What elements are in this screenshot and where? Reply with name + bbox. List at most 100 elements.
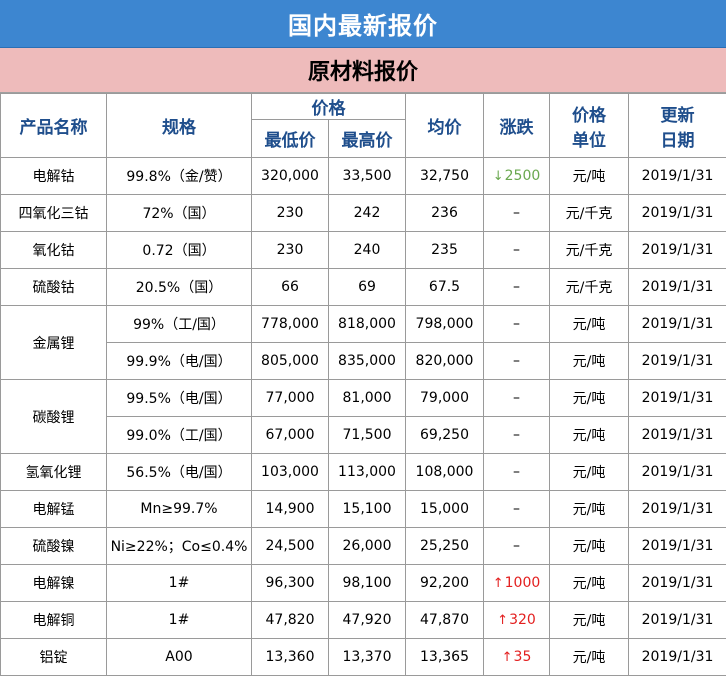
- max-price-cell: 26,000: [328, 527, 406, 565]
- change-cell: –: [483, 527, 550, 565]
- unit-cell: 元/吨: [549, 342, 629, 380]
- min-price-cell: 66: [251, 268, 329, 306]
- change-cell: –: [483, 305, 550, 343]
- table-row: 电解钴 99.8%（金/赞） 320,000 33,500 32,750 ↓2500 元/吨…: [0, 157, 726, 195]
- unit-cell: 元/吨: [549, 453, 629, 491]
- min-price-cell: 96,300: [251, 564, 329, 602]
- date-cell: 2019/1/31: [628, 638, 726, 676]
- change-value: –: [513, 242, 520, 258]
- date-cell: 2019/1/31: [628, 527, 726, 565]
- table-row: 金属锂 99%（工/国） 778,000 818,000 798,000 – 元/吨 2019…: [0, 305, 726, 380]
- spec-cell: 72%（国）: [106, 194, 252, 232]
- table-row: 电解铜 1# 47,820 47,920 47,870 ↑320 元/吨 2019/1/31: [0, 601, 726, 639]
- header-max-price: 最高价: [328, 119, 406, 158]
- avg-price-cell: 820,000: [405, 342, 484, 380]
- date-cell: 2019/1/31: [628, 379, 726, 417]
- product-name-cell: 电解锰: [0, 490, 107, 528]
- date-cell: 2019/1/31: [628, 490, 726, 528]
- min-price-cell: 47,820: [251, 601, 329, 639]
- change-cell: ↑320: [483, 601, 550, 639]
- max-price-cell: 98,100: [328, 564, 406, 602]
- max-price-cell: 33,500: [328, 157, 406, 195]
- date-cell: 2019/1/31: [628, 157, 726, 195]
- product-name-cell: 氢氧化锂: [0, 453, 107, 491]
- unit-cell: 元/吨: [549, 305, 629, 343]
- change-value: –: [513, 538, 520, 554]
- unit-cell: 元/千克: [549, 194, 629, 232]
- change-cell: –: [483, 342, 550, 380]
- change-cell: –: [483, 490, 550, 528]
- min-price-cell: 230: [251, 231, 329, 269]
- spec-cell: 99%（工/国）: [106, 305, 252, 343]
- avg-price-cell: 92,200: [405, 564, 484, 602]
- spec-cell: Mn≥99.7%: [106, 490, 252, 528]
- change-cell: ↓2500: [483, 157, 550, 195]
- date-cell: 2019/1/31: [628, 194, 726, 232]
- max-price-cell: 835,000: [328, 342, 406, 380]
- product-name-cell: 电解镍: [0, 564, 107, 602]
- max-price-cell: 71,500: [328, 416, 406, 454]
- spec-cell: 20.5%（国）: [106, 268, 252, 306]
- min-price-cell: 13,360: [251, 638, 329, 676]
- change-cell: –: [483, 416, 550, 454]
- spec-cell: 1#: [106, 564, 252, 602]
- change-cell: –: [483, 268, 550, 306]
- unit-cell: 元/吨: [549, 379, 629, 417]
- max-price-cell: 15,100: [328, 490, 406, 528]
- unit-cell: 元/吨: [549, 527, 629, 565]
- min-price-cell: 24,500: [251, 527, 329, 565]
- table-row: 铝锭 A00 13,360 13,370 13,365 ↑35 元/吨 2019/1/31: [0, 638, 726, 676]
- change-value: 320: [509, 612, 536, 628]
- avg-price-cell: 13,365: [405, 638, 484, 676]
- change-value: –: [513, 427, 520, 443]
- avg-price-cell: 236: [405, 194, 484, 232]
- spec-cell: 0.72（国）: [106, 231, 252, 269]
- min-price-cell: 77,000: [251, 379, 329, 417]
- change-value: –: [513, 353, 520, 369]
- max-price-cell: 47,920: [328, 601, 406, 639]
- header-min-price: 最低价: [251, 119, 329, 158]
- change-value: –: [513, 464, 520, 480]
- section-title: 原材料报价: [0, 48, 726, 93]
- price-table: 产品名称 规格 价格 均价 涨跌 价格 单位 更新 日期 最低价 最高价 电解钴…: [0, 93, 726, 676]
- header-change: 涨跌: [483, 93, 550, 158]
- change-value: –: [513, 501, 520, 517]
- avg-price-cell: 108,000: [405, 453, 484, 491]
- spec-cell: 56.5%（电/国）: [106, 453, 252, 491]
- product-name-cell: 铝锭: [0, 638, 107, 676]
- min-price-cell: 14,900: [251, 490, 329, 528]
- date-cell: 2019/1/31: [628, 564, 726, 602]
- unit-cell: 元/吨: [549, 638, 629, 676]
- change-value: –: [513, 316, 520, 332]
- product-name-cell: 电解铜: [0, 601, 107, 639]
- avg-price-cell: 798,000: [405, 305, 484, 343]
- date-cell: 2019/1/31: [628, 453, 726, 491]
- max-price-cell: 240: [328, 231, 406, 269]
- table-row: 氧化钴 0.72（国） 230 240 235 – 元/千克 2019/1/31: [0, 231, 726, 269]
- unit-cell: 元/吨: [549, 416, 629, 454]
- change-cell: –: [483, 231, 550, 269]
- max-price-cell: 113,000: [328, 453, 406, 491]
- date-cell: 2019/1/31: [628, 268, 726, 306]
- date-cell: 2019/1/31: [628, 601, 726, 639]
- table-row: 碳酸锂 99.5%（电/国） 77,000 81,000 79,000 – 元/吨 2019/…: [0, 379, 726, 454]
- arrow-up-icon: ↑: [501, 650, 513, 665]
- spec-cell: 99.0%（工/国）: [106, 416, 252, 454]
- table-row: 99.9%（电/国） 805,000 835,000 820,000 – 元/吨 2019/…: [1, 342, 726, 380]
- avg-price-cell: 32,750: [405, 157, 484, 195]
- unit-cell: 元/千克: [549, 231, 629, 269]
- avg-price-cell: 15,000: [405, 490, 484, 528]
- change-cell: –: [483, 194, 550, 232]
- change-value: 1000: [504, 575, 541, 591]
- change-cell: –: [483, 453, 550, 491]
- product-name-cell: 碳酸锂: [0, 379, 107, 454]
- product-name-cell: 氧化钴: [0, 231, 107, 269]
- product-name-cell: 金属锂: [0, 305, 107, 380]
- unit-cell: 元/吨: [549, 564, 629, 602]
- header-avg: 均价: [405, 93, 484, 158]
- unit-cell: 元/吨: [549, 490, 629, 528]
- table-row: 硫酸镍 Ni≥22%；Co≤0.4% 24,500 26,000 25,250 – 元/吨 2…: [0, 527, 726, 565]
- max-price-cell: 13,370: [328, 638, 406, 676]
- spec-cell: 99.8%（金/赞）: [106, 157, 252, 195]
- avg-price-cell: 47,870: [405, 601, 484, 639]
